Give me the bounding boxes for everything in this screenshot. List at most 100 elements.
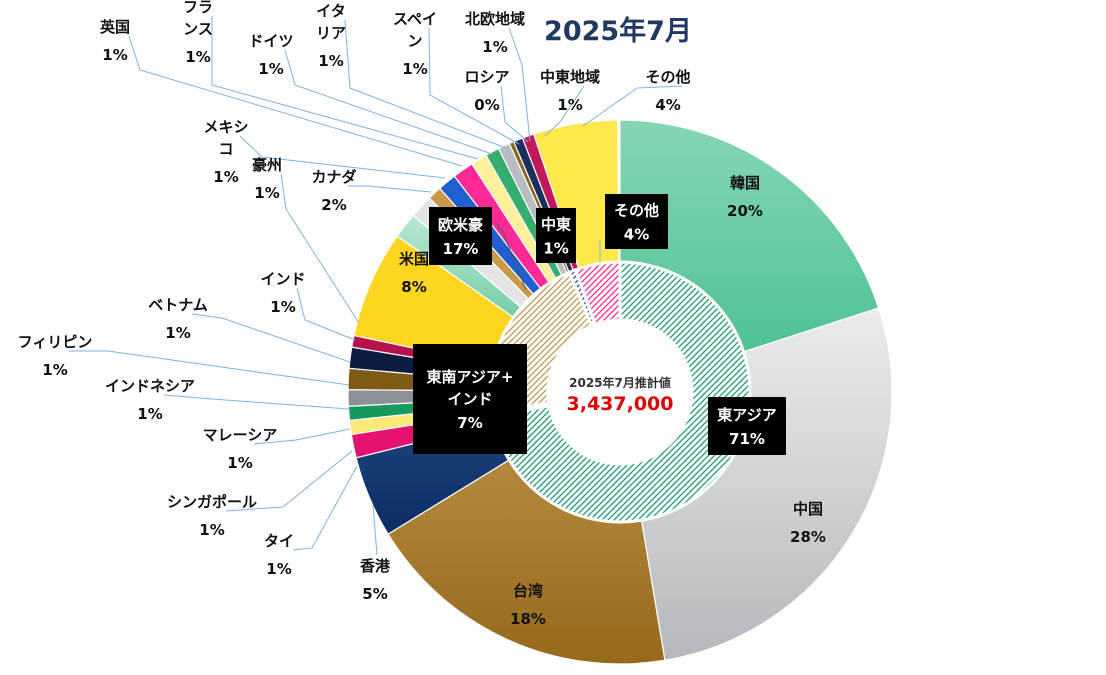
- outer-label-slice-5: シンガポール 1%: [167, 493, 257, 539]
- inner-label-value: 4%: [624, 226, 649, 244]
- outer-label-name: シンガポール: [167, 493, 257, 511]
- outer-label-name: リア: [316, 24, 346, 42]
- leader-line: [163, 394, 350, 410]
- outer-label-slice-21: 北欧地域 1%: [465, 10, 525, 56]
- outer-label-name: カナダ: [311, 168, 356, 186]
- leader-line: [296, 287, 356, 341]
- inner-label-slice-4: その他 4%: [605, 194, 668, 249]
- inner-label-box: [429, 207, 492, 265]
- inner-labels: 東アジア 71% 東南アジア+ インド 7% 欧米豪 17% 中東 1% その他 4%: [413, 194, 786, 455]
- outer-label-value: 1%: [137, 405, 162, 423]
- outer-label-name: タイ: [264, 532, 294, 550]
- outer-label-value: 1%: [402, 60, 427, 78]
- leader-line: [500, 85, 529, 143]
- center-caption: 2025年7月推計値: [569, 375, 671, 390]
- outer-label-value: 4%: [655, 96, 680, 114]
- inner-label-value: 17%: [443, 240, 479, 258]
- leader-line: [284, 49, 493, 155]
- leader-line: [225, 450, 353, 512]
- outer-label-value: 1%: [185, 48, 210, 66]
- outer-label-value: 1%: [318, 52, 343, 70]
- center-value: 3,437,000: [567, 393, 674, 415]
- inner-label-box: [536, 208, 576, 263]
- outer-label-name: フィリピン: [18, 333, 93, 351]
- leader-line: [292, 465, 358, 551]
- outer-label-name: ロシア: [464, 68, 509, 86]
- outer-label-name: 北欧地域: [465, 10, 525, 28]
- inner-label-value: 1%: [543, 240, 568, 258]
- inner-label-name: インド: [447, 390, 492, 408]
- outer-label-name: 豪州: [252, 156, 282, 174]
- outer-label-slice-12: カナダ 2%: [311, 168, 356, 214]
- outer-label-slice-15: 英国 1%: [100, 18, 130, 64]
- outer-labels: 韓国20%中国28%台湾18%香港5%タイ1%シンガポール1%マレーシア1%イン…: [18, 0, 826, 628]
- leader-lines: [69, 16, 683, 556]
- outer-label-name: 香港: [360, 557, 391, 575]
- inner-label-slice-1: 東南アジア+ インド 7%: [413, 344, 527, 454]
- leader-line: [348, 185, 432, 193]
- leader-line: [253, 428, 351, 445]
- outer-label-value: 1%: [227, 454, 252, 472]
- inner-label-name: 東南アジア+: [427, 368, 514, 386]
- outer-label-slice-13: 豪州 1%: [252, 156, 282, 202]
- inner-slice-0: [490, 260, 752, 524]
- outer-label-name: 中東地域: [540, 68, 600, 86]
- outer-label-value: 1%: [165, 324, 190, 342]
- leader-line: [239, 135, 446, 179]
- outer-label-slice-23: その他 4%: [645, 68, 690, 114]
- leader-line: [508, 27, 531, 142]
- outer-label-slice-0: 韓国 20%: [727, 174, 763, 220]
- outer-label-name: フラ: [183, 0, 213, 16]
- leader-line: [128, 35, 463, 167]
- outer-label-name: 英国: [100, 18, 130, 36]
- outer-label-name: その他: [645, 68, 690, 86]
- outer-label-value: 1%: [254, 184, 279, 202]
- outer-label-slice-11: 米国 8%: [399, 250, 429, 296]
- outer-label-value: 18%: [510, 610, 546, 628]
- outer-label-value: 0%: [474, 96, 499, 114]
- inner-label-box: [413, 344, 527, 454]
- outer-label-value: 1%: [213, 168, 238, 186]
- leader-line: [191, 313, 351, 363]
- chart-title: 2025年7月: [544, 15, 692, 47]
- outer-label-slice-8: フィリピン 1%: [18, 333, 93, 379]
- outer-label-value: 1%: [42, 361, 67, 379]
- outer-label-name: イタ: [316, 2, 345, 20]
- leader-line: [544, 85, 585, 137]
- outer-label-name: インド: [260, 270, 305, 288]
- outer-label-value: 1%: [199, 521, 224, 539]
- outer-label-name: 中国: [793, 500, 823, 518]
- inner-ring: [488, 260, 752, 524]
- inner-label-box: [708, 397, 786, 455]
- leader-line: [344, 19, 507, 149]
- leader-line: [69, 350, 350, 386]
- outer-label-name: ン: [407, 32, 422, 50]
- outer-label-slice-7: インドネシア 1%: [105, 377, 195, 423]
- outer-label-value: 8%: [401, 278, 426, 296]
- inner-label-name: その他: [614, 202, 659, 220]
- inner-label-slice-0: 東アジア 71%: [708, 397, 786, 455]
- outer-label-slice-1: 中国 28%: [790, 500, 826, 546]
- outer-label-name: コ: [218, 140, 233, 158]
- outer-label-name: ドイツ: [248, 32, 293, 50]
- outer-label-slice-10: インド 1%: [260, 270, 305, 316]
- outer-label-slice-9: ベトナム 1%: [148, 296, 208, 342]
- outer-label-name: スペイ: [393, 10, 437, 28]
- inner-label-name: 中東: [541, 216, 571, 234]
- inner-label-name: 欧米豪: [438, 216, 483, 234]
- inner-slice-4: [573, 260, 622, 327]
- outer-label-value: 1%: [482, 38, 507, 56]
- outer-label-name: 米国: [399, 250, 429, 268]
- outer-label-slice-4: タイ 1%: [264, 532, 294, 578]
- outer-label-name: インドネシア: [105, 377, 195, 395]
- outer-label-slice-3: 香港 5%: [360, 557, 391, 603]
- leader-line: [372, 504, 378, 556]
- inner-label-value: 7%: [457, 414, 482, 432]
- outer-label-value: 2%: [321, 196, 346, 214]
- outer-label-name: 韓国: [730, 174, 760, 192]
